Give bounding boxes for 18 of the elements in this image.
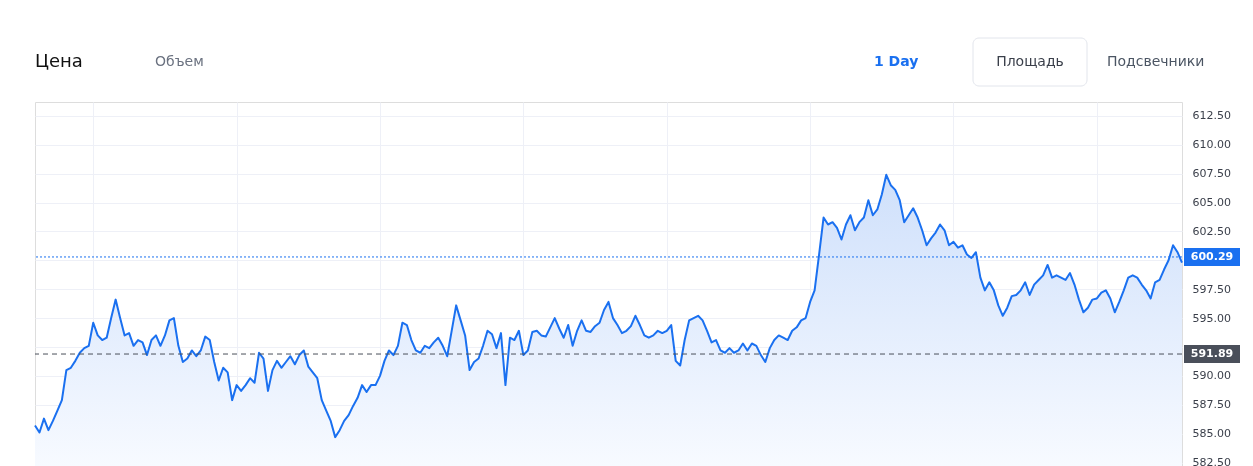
- y-tick-label: 582.50: [1192, 456, 1231, 466]
- ref-line-label: 600.29: [1190, 249, 1234, 263]
- y-tick-label: 587.50: [1192, 398, 1231, 412]
- y-tick-label: 602.50: [1192, 224, 1231, 238]
- text: Цена: [35, 50, 83, 71]
- y-tick-label: 607.50: [1192, 167, 1231, 181]
- y-tick-label: 610.00: [1192, 138, 1231, 152]
- y-tick-label: 595.00: [1192, 311, 1231, 325]
- ref-line-label: 591.89: [1190, 347, 1234, 361]
- y-tick-label: 597.50: [1192, 282, 1231, 296]
- y-tick-label: 590.00: [1192, 369, 1231, 383]
- text: Подсвечники: [1107, 53, 1205, 69]
- text: Объем: [155, 53, 204, 69]
- y-tick-label: 605.00: [1192, 196, 1231, 210]
- y-tick-label: 612.50: [1192, 109, 1231, 123]
- text: 1 Day: [874, 53, 919, 69]
- text: Площадь: [996, 53, 1064, 69]
- y-tick-label: 585.00: [1192, 427, 1231, 441]
